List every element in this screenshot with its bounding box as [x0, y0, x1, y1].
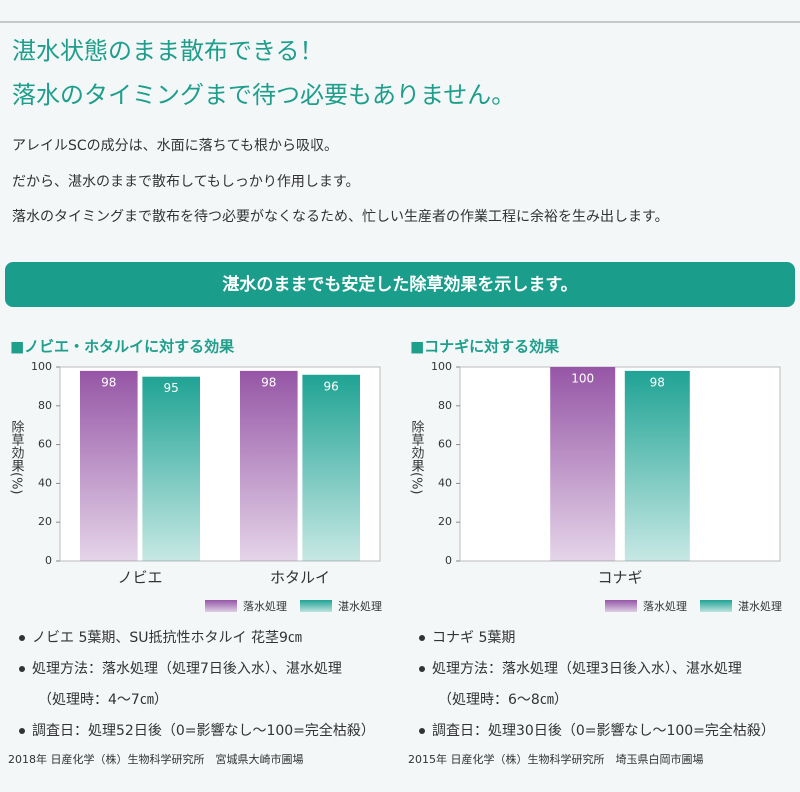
plot-area: [459, 366, 781, 562]
legend-label: 湛水処理: [338, 600, 382, 613]
y-tick-label: 0: [445, 554, 452, 567]
note: 調査日：処理30日後（0=影響なし〜100=完全枯殺）: [432, 722, 775, 739]
y-tick-label: 40: [38, 476, 52, 489]
y-tick-label: 0: [45, 554, 52, 567]
bullet: [419, 635, 425, 641]
y-tick-label: 80: [38, 399, 52, 412]
y-tick-label: 20: [38, 515, 52, 528]
value-label: 98: [261, 375, 276, 389]
value-label: 98: [101, 375, 116, 389]
value-label: 95: [164, 381, 179, 395]
heading: 湛水状態のまま散布できる！: [12, 37, 324, 65]
note: （処理時：4〜7㎝）: [38, 692, 168, 708]
bullet: [19, 666, 25, 672]
value-label: 98: [650, 375, 665, 389]
source: 2015年 日産化学（株）生物科学研究所 埼玉県白岡市圃場: [408, 752, 704, 766]
bar: [80, 370, 138, 561]
legend-label: 湛水処理: [738, 600, 782, 613]
bar: [142, 376, 200, 561]
bullet: [19, 728, 25, 734]
paragraph: だから、湛水のままで散布してもしっかり作用します。: [12, 174, 359, 190]
bar: [550, 367, 616, 561]
y-tick-label: 80: [438, 399, 452, 412]
y-tick-label: 60: [38, 438, 52, 451]
value-label: 96: [324, 379, 339, 393]
bullet: [19, 635, 25, 641]
y-tick-label: 60: [438, 438, 452, 451]
y-axis-label: 除草効果(%): [9, 420, 25, 495]
legend-swatch: [605, 600, 637, 612]
source: 2018年 日産化学（株）生物科学研究所 宮城県大崎市圃場: [8, 752, 304, 766]
heading: 落水のタイミングまで待つ必要もありません。: [12, 81, 515, 109]
x-tick-label: ホタルイ: [270, 569, 330, 587]
legend-label: 落水処理: [643, 600, 687, 613]
y-tick-label: 100: [31, 360, 52, 373]
y-tick-label: 100: [431, 360, 452, 373]
legend-swatch: [700, 600, 732, 612]
bullet: [419, 666, 425, 672]
banner-text: 湛水のままでも安定した除草効果を示します。: [222, 274, 577, 295]
note: ノビエ 5葉期、SU抵抗性ホタルイ 花茎9㎝: [32, 630, 302, 646]
chart-title: ■コナギに対する効果: [410, 338, 560, 356]
note: コナギ 5葉期: [432, 630, 515, 646]
legend-swatch: [300, 600, 332, 612]
banner: [5, 262, 795, 307]
note: （処理時：6〜8㎝）: [438, 692, 568, 708]
bar: [240, 370, 298, 561]
note: 処理方法：落水処理（処理3日後入水）、湛水処理: [432, 661, 742, 677]
x-tick-label: コナギ: [597, 569, 642, 587]
legend-label: 落水処理: [243, 600, 287, 613]
legend-swatch: [205, 600, 237, 612]
paragraph: 落水のタイミングまで散布を待つ必要がなくなるため、忙しい生産者の作業工程に余裕を…: [12, 208, 669, 225]
bullet: [419, 728, 425, 734]
bar: [302, 374, 360, 561]
note: 処理方法：落水処理（処理7日後入水）、湛水処理: [32, 661, 342, 677]
y-tick-label: 40: [438, 476, 452, 489]
note: 調査日：処理52日後（0=影響なし〜100=完全枯殺）: [32, 722, 375, 739]
bar: [624, 370, 690, 561]
y-axis-label: 除草効果(%): [409, 420, 425, 495]
value-label: 100: [571, 372, 594, 386]
paragraph: アレイルSCの成分は、水面に落ちても根から吸収。: [12, 138, 338, 154]
y-tick-label: 20: [438, 515, 452, 528]
x-tick-label: ノビエ: [117, 569, 162, 587]
chart-title: ■ノビエ・ホタルイに対する効果: [10, 338, 235, 356]
